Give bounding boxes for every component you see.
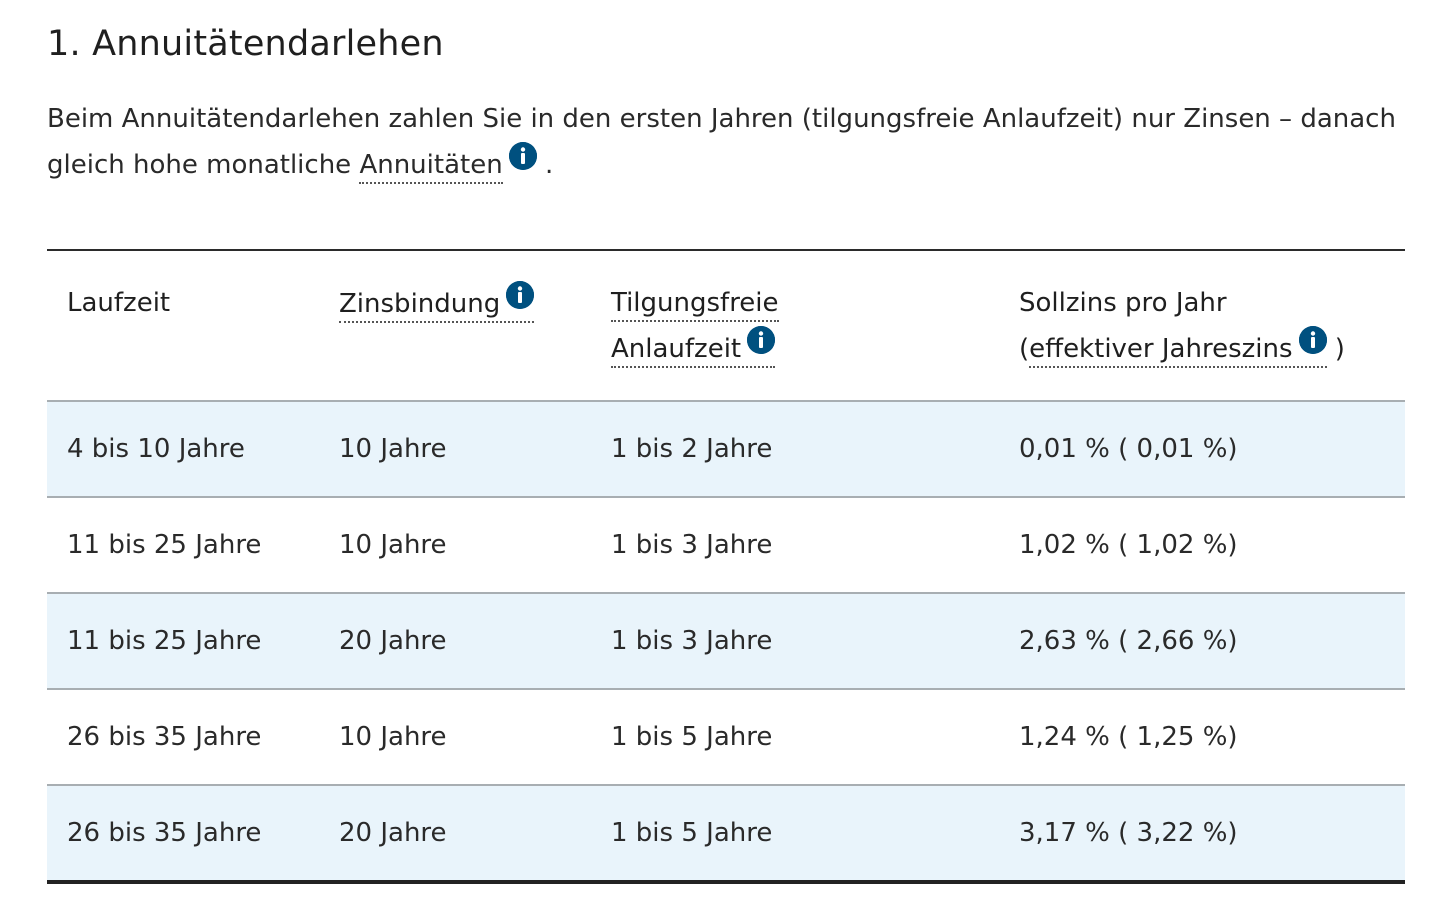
header-paren-open: ( xyxy=(1019,334,1030,364)
header-effektiv-label: effektiver Jahreszins xyxy=(1029,334,1293,364)
info-icon[interactable] xyxy=(506,281,535,309)
effektiver-jahreszins-term-link[interactable]: effektiver Jahreszins xyxy=(1029,326,1327,368)
cell-zins: 0,01 % ( 0,01 %) xyxy=(999,401,1405,498)
cell-zins: 1,02 % ( 1,02 %) xyxy=(999,497,1405,594)
header-zinsbindung-label: Zinsbindung xyxy=(339,289,501,319)
cell-anlaufzeit: 1 bis 3 Jahre xyxy=(591,593,999,690)
cell-anlaufzeit: 1 bis 3 Jahre xyxy=(591,497,999,594)
cell-laufzeit: 26 bis 35 Jahre xyxy=(47,785,319,882)
anlaufzeit-term-link[interactable]: Anlaufzeit xyxy=(611,326,776,368)
table-header-row: Laufzeit Zinsbindung Tilgungsfreie Anlauf… xyxy=(47,250,1405,402)
tilgungsfreie-term-link[interactable]: Tilgungsfreie xyxy=(611,288,779,322)
cell-zins: 3,17 % ( 3,22 %) xyxy=(999,785,1405,882)
cell-anlaufzeit: 1 bis 2 Jahre xyxy=(591,401,999,498)
cell-zinsbindung: 10 Jahre xyxy=(319,689,591,786)
cell-laufzeit: 11 bis 25 Jahre xyxy=(47,497,319,594)
intro-text: Beim Annuitätendarlehen zahlen Sie in de… xyxy=(47,104,1396,180)
table-row: 11 bis 25 Jahre 10 Jahre 1 bis 3 Jahre 1… xyxy=(47,497,1405,594)
header-laufzeit: Laufzeit xyxy=(47,250,319,402)
rates-table: Laufzeit Zinsbindung Tilgungsfreie Anlauf… xyxy=(47,249,1405,884)
cell-zinsbindung: 10 Jahre xyxy=(319,497,591,594)
cell-zinsbindung: 10 Jahre xyxy=(319,401,591,498)
table-row: 11 bis 25 Jahre 20 Jahre 1 bis 3 Jahre 2… xyxy=(47,593,1405,690)
header-zinsbindung: Zinsbindung xyxy=(319,250,591,402)
header-laufzeit-label: Laufzeit xyxy=(67,288,171,318)
cell-zinsbindung: 20 Jahre xyxy=(319,593,591,690)
info-icon[interactable] xyxy=(508,142,537,170)
cell-anlaufzeit: 1 bis 5 Jahre xyxy=(591,785,999,882)
header-sollzins: Sollzins pro Jahr (effektiver Jahreszins … xyxy=(999,250,1405,402)
table-row: 26 bis 35 Jahre 20 Jahre 1 bis 5 Jahre 3… xyxy=(47,785,1405,882)
intro-paragraph: Beim Annuitätendarlehen zahlen Sie in de… xyxy=(47,96,1405,188)
cell-zinsbindung: 20 Jahre xyxy=(319,785,591,882)
info-icon[interactable] xyxy=(1298,326,1327,354)
header-anlaufzeit-label: Anlaufzeit xyxy=(611,334,742,364)
header-anlaufzeit: Tilgungsfreie Anlaufzeit xyxy=(591,250,999,402)
annuitaeten-term-link[interactable]: Annuitäten xyxy=(359,150,503,184)
intro-end: . xyxy=(544,150,554,180)
cell-laufzeit: 4 bis 10 Jahre xyxy=(47,401,319,498)
cell-anlaufzeit: 1 bis 5 Jahre xyxy=(591,689,999,786)
section-title: 1. Annuitätendarlehen xyxy=(47,24,444,64)
cell-laufzeit: 26 bis 35 Jahre xyxy=(47,689,319,786)
cell-zins: 2,63 % ( 2,66 %) xyxy=(999,593,1405,690)
table-row: 4 bis 10 Jahre 10 Jahre 1 bis 2 Jahre 0,… xyxy=(47,401,1405,498)
cell-zins: 1,24 % ( 1,25 %) xyxy=(999,689,1405,786)
cell-laufzeit: 11 bis 25 Jahre xyxy=(47,593,319,690)
zinsbindung-term-link[interactable]: Zinsbindung xyxy=(339,281,535,323)
header-sollzins-label: Sollzins pro Jahr xyxy=(1019,288,1227,318)
header-paren-close: ) xyxy=(1334,334,1345,364)
info-icon[interactable] xyxy=(747,326,776,354)
table-row: 26 bis 35 Jahre 10 Jahre 1 bis 5 Jahre 1… xyxy=(47,689,1405,786)
